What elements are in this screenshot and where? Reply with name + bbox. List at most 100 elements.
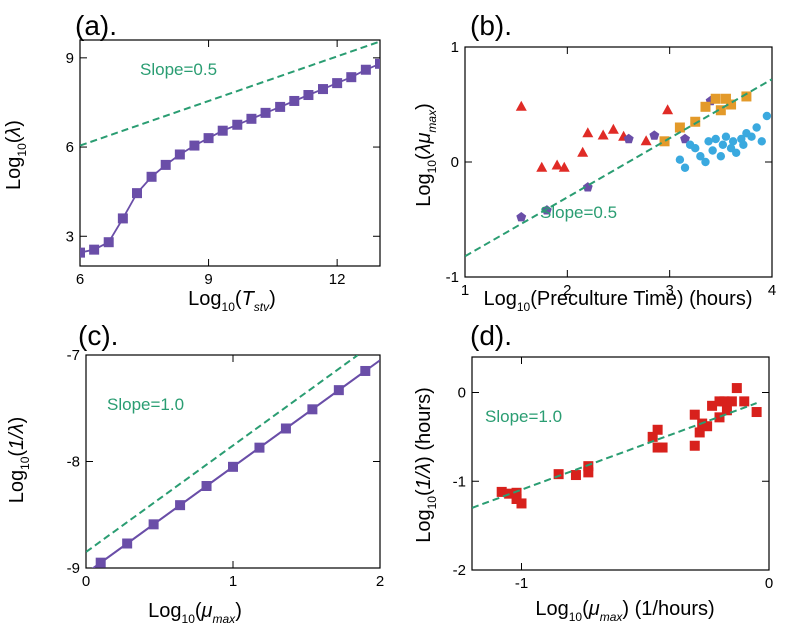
x-axis-label-sub: 10: [222, 300, 236, 314]
y-axis-label-unit: (hours): [413, 387, 435, 456]
y-axis-label-open: (: [3, 136, 25, 143]
y-tick-label: -2: [453, 562, 466, 579]
data-point: [721, 132, 731, 141]
x-axis-label-main: Log: [148, 600, 181, 622]
y-axis-label-arg: λμ: [413, 133, 435, 155]
data-point: [577, 146, 589, 157]
data-point: [700, 101, 711, 112]
x-axis-label: Log10(Preculture Time) (hours): [483, 288, 752, 314]
x-axis-label-argsub: max: [600, 610, 624, 624]
data-point: [711, 134, 720, 144]
data-point: [707, 400, 718, 411]
plot-frame: [471, 356, 770, 571]
data-point: [516, 498, 527, 509]
data-point: [511, 487, 522, 498]
y-axis-label-close: ): [413, 103, 435, 110]
y-axis-label-arg: 1/λ: [413, 463, 435, 490]
x-axis-label: Log10(Tstv): [188, 288, 276, 314]
slope-reference-line: [465, 78, 772, 258]
x-axis-label-close: ): [235, 600, 242, 622]
data-point: [708, 146, 717, 155]
data-point: [640, 135, 652, 146]
data-point: [751, 407, 762, 418]
x-axis-label-argsub: stv: [254, 300, 270, 314]
y-tick-label: 1: [451, 39, 459, 56]
y-axis-label-sub: 10: [425, 160, 439, 174]
data-point: [739, 140, 748, 149]
data-point: [232, 119, 243, 130]
data-point: [696, 152, 705, 161]
data-point: [217, 125, 228, 136]
data-point: [174, 149, 185, 160]
y-axis-label-close: ): [6, 417, 28, 424]
data-point: [694, 427, 705, 438]
data-point: [674, 122, 685, 133]
data-point: [346, 72, 357, 83]
data-point: [289, 95, 300, 106]
y-axis-label-sub: 10: [425, 496, 439, 510]
slope-annotation: Slope=0.5: [140, 60, 217, 79]
y-tick-label: -7: [67, 347, 80, 364]
x-tick-label: 0: [82, 573, 90, 590]
data-point: [318, 84, 328, 95]
x-axis-label-sub: 10: [569, 610, 583, 624]
series-line: [80, 62, 380, 254]
y-axis-label: Log10(1/λ): [6, 417, 32, 504]
x-axis-label-arg: T: [242, 288, 256, 310]
y-axis-label-main: Log: [3, 157, 25, 190]
data-point: [689, 409, 700, 420]
data-point: [731, 148, 741, 157]
series-line: [91, 359, 380, 568]
data-point: [146, 171, 157, 182]
x-axis-label: Log10(μmax) (1/hours): [535, 598, 714, 624]
x-axis-label-arg: μ: [201, 600, 213, 622]
y-axis-label-sub: 10: [18, 456, 32, 470]
data-point: [757, 137, 766, 146]
y-axis-label-sub: 10: [15, 143, 29, 157]
x-tick-label: 9: [204, 271, 212, 288]
series-group: [86, 355, 380, 568]
x-tick-label: -1: [515, 575, 528, 592]
data-point: [690, 116, 701, 127]
data-point: [721, 405, 732, 416]
x-axis-label-close: ): [622, 598, 629, 620]
x-axis-label-main: Log: [483, 288, 516, 310]
data-point: [558, 161, 570, 172]
data-point: [714, 412, 725, 423]
data-point: [260, 107, 271, 118]
data-point: [726, 396, 737, 407]
y-tick-label: -9: [67, 560, 80, 577]
data-point: [80, 247, 85, 258]
data-point: [597, 129, 609, 140]
data-point: [607, 123, 619, 134]
y-axis-label-main: Log: [6, 470, 28, 503]
y-axis-label-arg: λ: [3, 127, 25, 138]
data-point: [516, 212, 527, 222]
panel-label: (b).: [470, 10, 512, 41]
series-group: [465, 78, 772, 258]
data-point: [702, 421, 713, 432]
x-tick-label: 3: [665, 282, 673, 299]
data-point: [89, 244, 100, 255]
data-point: [718, 140, 728, 149]
data-point: [246, 113, 257, 124]
data-point: [303, 90, 314, 101]
panel-label: (d).: [470, 320, 512, 351]
data-point: [375, 58, 380, 69]
data-point: [649, 130, 660, 140]
slope-reference-line: [472, 402, 757, 509]
plot-frame: [464, 46, 773, 278]
x-axis-label: Log10(μmax): [148, 600, 242, 626]
data-point: [583, 461, 594, 472]
x-axis-label-open: (: [582, 598, 589, 620]
x-axis-label-main: Log: [188, 288, 221, 310]
x-axis-label-open: (: [235, 288, 242, 310]
data-point: [570, 470, 581, 481]
x-axis-label-sub: 10: [517, 300, 531, 314]
y-axis-label-main: Log: [413, 173, 435, 206]
y-tick-label: 9: [66, 50, 74, 67]
data-point: [710, 93, 721, 104]
y-tick-label: -1: [453, 473, 466, 490]
data-point: [332, 78, 343, 89]
